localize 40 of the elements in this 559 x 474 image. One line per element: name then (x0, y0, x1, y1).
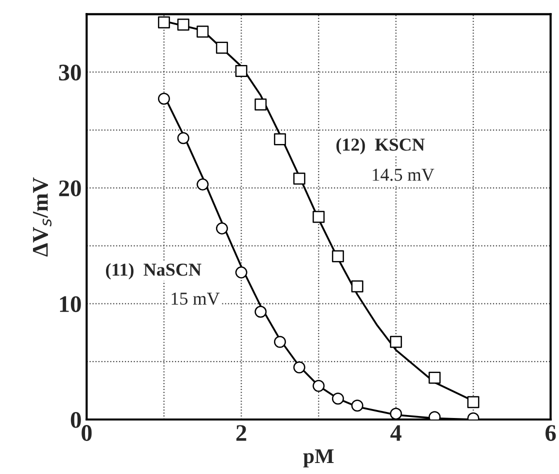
point (293, 361, 306, 374)
point (216, 222, 228, 234)
point (312, 210, 325, 223)
point (158, 16, 170, 28)
point (467, 396, 480, 408)
point (274, 336, 286, 348)
y-tick-label: 10 (60, 296, 81, 312)
point (332, 250, 344, 262)
point (254, 306, 267, 318)
y-tick-label: 0 (70, 412, 81, 428)
y-axis-title: ΔV$_{s}$/mV (32, 177, 52, 256)
y-tick-label: 20 (59, 180, 81, 196)
point (216, 42, 228, 54)
x-tick-label: 4 (390, 425, 402, 441)
point (332, 392, 344, 405)
point (196, 178, 209, 190)
point (235, 266, 248, 278)
point (274, 133, 286, 146)
point (158, 92, 170, 105)
point (351, 280, 364, 292)
point (390, 408, 402, 420)
point (312, 380, 325, 392)
point (177, 132, 190, 144)
x-tick-label: 6 (546, 425, 556, 441)
x-tick-label: 2 (236, 425, 246, 441)
x-axis-title: pM (303, 449, 334, 468)
annotation: 15 mV (172, 292, 220, 305)
y-tick-label: 30 (59, 64, 81, 81)
point (428, 372, 441, 384)
point (177, 18, 190, 31)
point (254, 98, 267, 111)
point (293, 172, 306, 185)
point (351, 400, 364, 412)
annotation: (11) NaSCN (106, 263, 202, 280)
x-tick-label: 0 (82, 425, 92, 441)
annotation: 14.5 mV (372, 168, 434, 181)
point (196, 26, 209, 38)
point (235, 64, 248, 77)
point (390, 336, 402, 348)
annotation: (12) KSCN (336, 138, 425, 154)
